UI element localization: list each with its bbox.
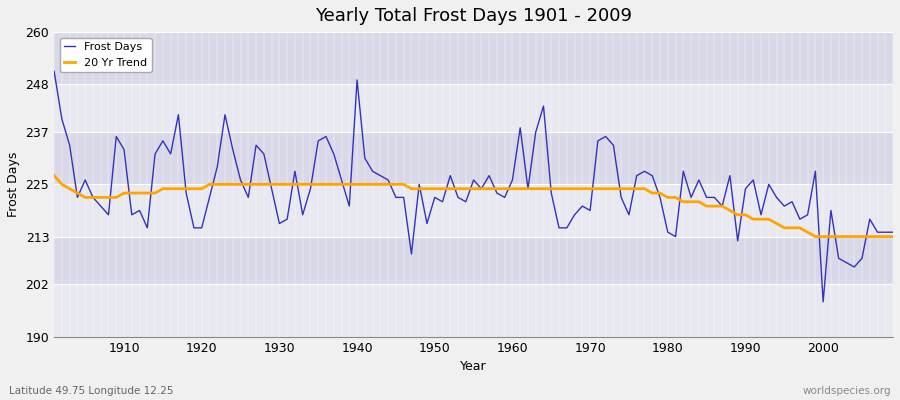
20 Yr Trend (500, 186, 510, 191)
20 Yr Trend (282, 182, 292, 187)
20 Yr Trend (328, 182, 339, 187)
Frost Days (600, 134, 611, 139)
Bar (54, 32, 893, 84)
Bar (54, 84, 893, 132)
X-axis label: Year: Year (460, 360, 487, 373)
Frost Days (49, 69, 59, 74)
Legend: Frost Days, 20 Yr Trend: Frost Days, 20 Yr Trend (59, 38, 152, 72)
Title: Yearly Total Frost Days 1901 - 2009: Yearly Total Frost Days 1901 - 2009 (315, 7, 632, 25)
Bar (54, 236, 893, 284)
Frost Days (111, 134, 122, 139)
20 Yr Trend (49, 173, 59, 178)
20 Yr Trend (887, 234, 898, 239)
20 Yr Trend (507, 186, 517, 191)
Frost Days (507, 178, 517, 182)
Bar (54, 284, 893, 337)
Text: worldspecies.org: worldspecies.org (803, 386, 891, 396)
Frost Days (500, 195, 510, 200)
Text: Latitude 49.75 Longitude 12.25: Latitude 49.75 Longitude 12.25 (9, 386, 174, 396)
20 Yr Trend (111, 195, 122, 200)
20 Yr Trend (810, 234, 821, 239)
Line: 20 Yr Trend: 20 Yr Trend (54, 176, 893, 236)
Frost Days (328, 152, 339, 156)
Bar (54, 184, 893, 236)
20 Yr Trend (600, 186, 611, 191)
Y-axis label: Frost Days: Frost Days (7, 152, 20, 217)
Frost Days (887, 230, 898, 235)
Frost Days (818, 300, 829, 304)
Frost Days (282, 217, 292, 222)
Bar (54, 132, 893, 184)
Line: Frost Days: Frost Days (54, 71, 893, 302)
